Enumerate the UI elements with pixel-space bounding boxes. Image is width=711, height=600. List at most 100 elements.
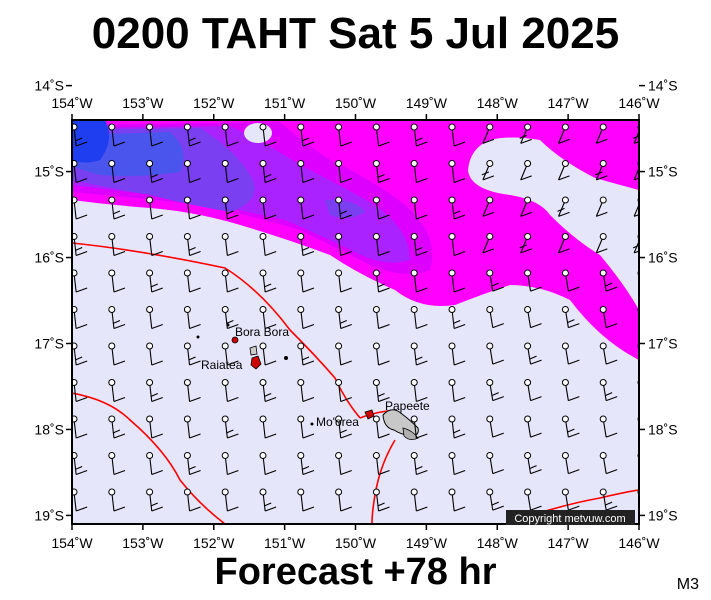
wind-barb — [524, 452, 542, 475]
wind-barb — [599, 306, 618, 329]
wind-barb — [297, 488, 315, 512]
wind-barb — [410, 123, 428, 147]
wind-barb — [297, 379, 315, 403]
atoll-2 — [196, 335, 200, 339]
wind-barb — [259, 452, 277, 476]
wind-barb — [221, 233, 239, 257]
wind-barb — [524, 306, 542, 329]
wind-barb — [259, 233, 277, 257]
bora-bora-island — [231, 336, 239, 344]
wind-barb — [372, 196, 390, 220]
lon-tick-label-bottom: 150˚W — [335, 535, 377, 551]
wind-barb — [335, 123, 352, 147]
wind-barb — [519, 233, 532, 254]
precip-patch-north — [300, 120, 430, 154]
wind-barb — [146, 415, 163, 439]
lat-tick-label-right: 15˚S — [648, 164, 678, 180]
wind-barb — [221, 160, 239, 184]
wind-barb — [335, 379, 352, 403]
lat-tick-label-right: 17˚S — [648, 335, 678, 351]
wind-barb — [595, 196, 608, 217]
wind-barb — [486, 452, 504, 475]
place-label-raiatea: Raiatea — [201, 358, 243, 372]
lat-tick-label-right: 16˚S — [648, 250, 678, 266]
wind-barb — [448, 269, 466, 293]
wind-barb — [72, 306, 88, 330]
lat-tick-label-left: 14˚S — [34, 78, 64, 94]
lon-tick-label-top: 149˚W — [406, 95, 448, 111]
wind-barb — [72, 379, 88, 403]
wind-barb — [72, 123, 88, 147]
wind-barb — [297, 233, 315, 257]
wind-barb — [524, 342, 542, 365]
wind-barb — [372, 160, 390, 184]
islands-layer — [196, 323, 419, 440]
wind-barb — [108, 196, 126, 220]
wind-barb — [599, 488, 618, 511]
chart-title: 0200 TAHT Sat 5 Jul 2025 — [91, 9, 620, 58]
wind-barb — [146, 306, 163, 330]
lon-tick-label-bottom: 152˚W — [193, 535, 235, 551]
wind-barb — [183, 196, 201, 220]
wind-barb — [183, 342, 201, 366]
axis-ticks: 154˚W 154˚W 153˚W 153˚W 152˚W 152˚W 151˚W 151˚W… — [34, 78, 677, 551]
wind-barb — [524, 379, 542, 402]
wind-barb — [297, 342, 315, 366]
wind-barb — [372, 269, 390, 293]
wind-barb — [259, 269, 277, 293]
wind-barb — [335, 415, 352, 439]
wind-barb — [183, 415, 201, 439]
wind-barb — [146, 269, 163, 293]
lon-tick-label-bottom: 148˚W — [477, 535, 519, 551]
lon-tick-label-bottom: 154˚W — [51, 535, 93, 551]
wind-barb — [183, 269, 201, 293]
wind-barb — [259, 379, 277, 403]
wind-barb — [72, 342, 88, 366]
copyright-label: Copyright metvuw.com — [514, 513, 625, 525]
wind-barb — [486, 306, 504, 329]
wind-barb — [183, 452, 201, 476]
wind-barb — [599, 415, 618, 438]
wind-barb — [637, 452, 639, 459]
wind-barb — [561, 415, 580, 438]
lat-tick-label-right: 14˚S — [648, 78, 678, 94]
wind-barb — [183, 160, 201, 184]
wind-barb — [410, 415, 428, 439]
wind-barb — [558, 123, 570, 144]
wind-barb — [410, 269, 428, 293]
wind-barb — [561, 488, 580, 511]
lon-tick-label-bottom: 153˚W — [122, 535, 164, 551]
wind-barb — [72, 233, 88, 257]
wind-barb — [297, 123, 315, 147]
wind-barb — [595, 123, 608, 144]
wind-barb — [183, 123, 201, 147]
wind-barb — [410, 452, 428, 476]
wind-barb — [599, 379, 618, 402]
wind-barb — [183, 379, 201, 403]
wind-barb — [335, 233, 352, 257]
place-label-papeete: Papeete — [385, 399, 430, 413]
wind-barb — [448, 452, 466, 476]
wind-barbs — [72, 123, 639, 512]
lon-tick-label-top: 152˚W — [193, 95, 235, 111]
wind-barb — [108, 379, 126, 403]
wind-barb — [557, 196, 570, 217]
lon-tick-label-top: 151˚W — [264, 95, 306, 111]
wind-barb — [335, 196, 352, 220]
wind-barb — [410, 306, 428, 330]
wind-barb — [108, 452, 126, 476]
wind-barb — [372, 342, 390, 366]
lat-tick-label-left: 15˚S — [34, 164, 64, 180]
wind-barb — [259, 488, 277, 512]
precipitation-layer — [72, 120, 639, 360]
wind-barb — [221, 196, 239, 220]
wind-barb — [183, 233, 201, 257]
wind-barb — [520, 160, 532, 181]
wind-barb — [108, 415, 126, 439]
wind-barb — [599, 269, 618, 292]
wind-barb — [146, 123, 163, 147]
forecast-label: Forecast +78 hr — [214, 551, 497, 593]
wind-barb — [410, 160, 428, 184]
lat-tick-label-left: 18˚S — [34, 421, 64, 437]
wind-barb — [520, 196, 532, 217]
